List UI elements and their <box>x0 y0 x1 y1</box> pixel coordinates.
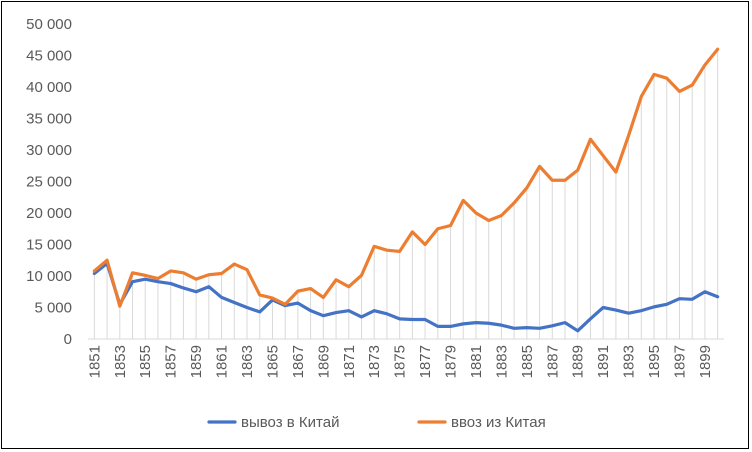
y-tick-label: 45 000 <box>26 48 72 65</box>
y-tick-label: 50 000 <box>26 16 72 33</box>
x-tick-label: 1867 <box>290 345 307 378</box>
x-tick-label: 1887 <box>544 345 561 378</box>
y-axis: 0 5 000 10 000 15 000 20 000 25 000 30 000 35 0… <box>26 16 72 348</box>
x-tick-label: 1875 <box>392 345 409 378</box>
x-tick-label: 1891 <box>595 345 612 378</box>
y-tick-label: 15 000 <box>26 237 72 254</box>
x-tick-label: 1871 <box>341 345 358 378</box>
x-tick-label: 1897 <box>671 345 688 378</box>
legend-label: ввоз из Китая <box>451 414 546 431</box>
series-line-2 <box>92 47 720 308</box>
x-tick-label: 1873 <box>366 345 383 378</box>
x-tick-label: 1865 <box>264 345 281 378</box>
x-tick-label: 1869 <box>315 345 332 378</box>
legend: вывоз в Китай ввоз из Китая <box>207 414 546 431</box>
x-tick-label: 1885 <box>519 345 536 378</box>
x-tick-label: 1899 <box>697 345 714 378</box>
series-line-1 <box>92 261 720 333</box>
y-tick-label: 20 000 <box>26 205 72 222</box>
y-tick-label: 5 000 <box>34 300 72 317</box>
legend-label: вывоз в Китай <box>241 414 339 431</box>
y-tick-label: 0 <box>64 331 72 348</box>
x-tick-label: 1877 <box>417 345 434 378</box>
x-tick-label: 1883 <box>493 345 510 378</box>
y-tick-label: 35 000 <box>26 111 72 128</box>
x-tick-label: 1889 <box>570 345 587 378</box>
series-layer <box>92 47 720 333</box>
x-tick-label: 1863 <box>239 345 256 378</box>
y-tick-label: 25 000 <box>26 174 72 191</box>
x-tick-label: 1861 <box>214 345 231 378</box>
x-axis: 1851 1853 1855 1857 1859 1861 1863 1865 1867 1869… <box>86 338 724 378</box>
y-tick-label: 30 000 <box>26 142 72 159</box>
x-tick-label: 1881 <box>468 345 485 378</box>
drop-lines <box>93 49 719 339</box>
y-tick-label: 10 000 <box>26 268 72 285</box>
x-tick-label: 1857 <box>163 345 180 378</box>
x-tick-label: 1853 <box>112 345 129 378</box>
x-tick-label: 1893 <box>621 345 638 378</box>
x-tick-label: 1879 <box>443 345 460 378</box>
x-tick-label: 1859 <box>188 345 205 378</box>
y-tick-label: 40 000 <box>26 79 72 96</box>
x-tick-label: 1855 <box>137 345 154 378</box>
x-tick-label: 1895 <box>646 345 663 378</box>
x-tick-label: 1851 <box>86 345 103 378</box>
